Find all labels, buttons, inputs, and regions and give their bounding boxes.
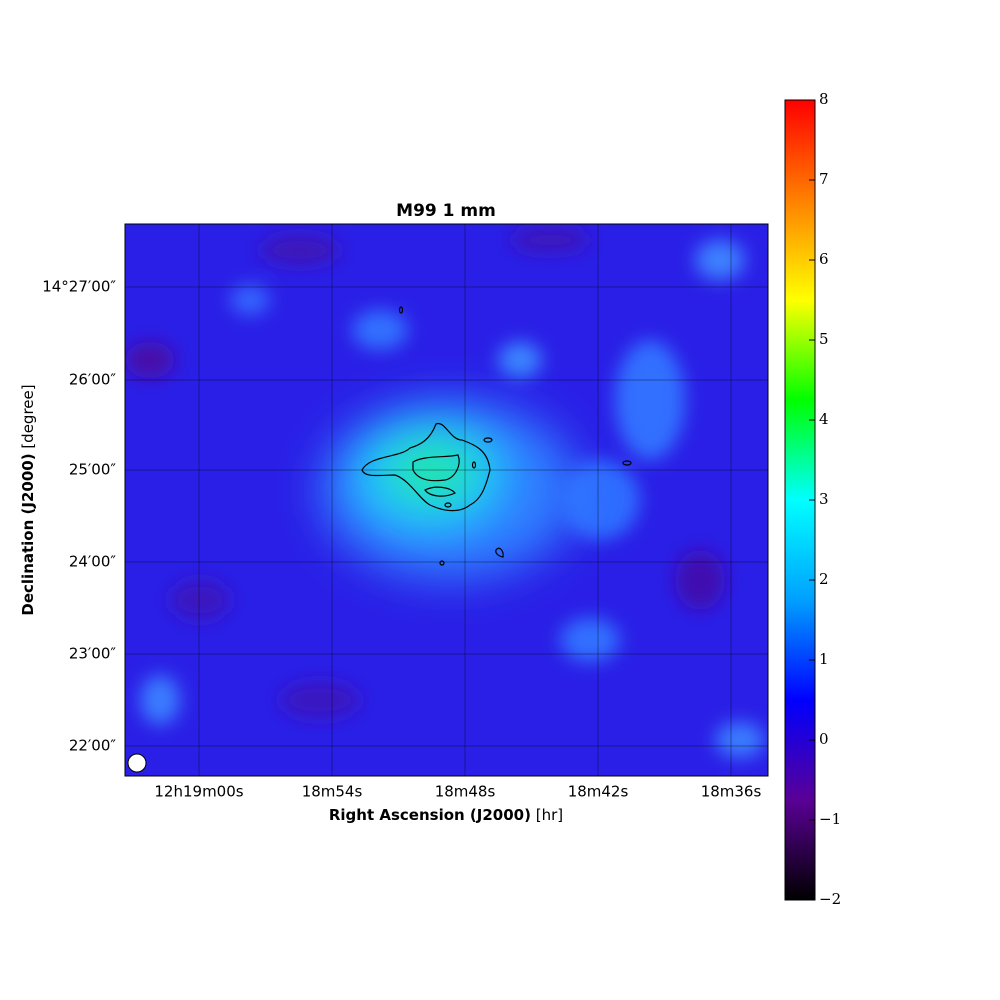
y-tick-label: 22′00″ [69,737,117,755]
x-axis-label-unit: [hr] [536,806,563,824]
y-axis-label: Declination (J2000) [degree] [19,384,37,615]
y-tick-label: 25′00″ [69,461,117,479]
plot-frame [124,223,769,777]
y-tick-label: 14°27′00″ [42,278,116,296]
x-tick-label: 18m36s [701,783,762,801]
y-tick-label: 26′00″ [69,371,117,389]
x-axis-label-main: Right Ascension (J2000) [329,806,531,824]
grid [125,224,768,776]
colorbar-tick-label: 3 [819,490,829,508]
colorbar-tick-label: 2 [819,570,829,588]
x-tick-label: 18m48s [435,783,496,801]
colorbar-tick-label: −1 [819,810,841,828]
x-tick-label: 12h19m00s [154,783,243,801]
colorbar-tick-label: 6 [819,250,829,268]
x-tick-label: 18m54s [302,783,363,801]
y-tick-label: 23′00″ [69,645,117,663]
x-tick-label: 18m42s [568,783,629,801]
map-image [125,224,768,776]
chart-title: M99 1 mm [396,201,496,221]
colorbar-tick-label: 7 [819,170,829,188]
colorbar-tick-label: 8 [819,90,829,108]
x-axis-label: Right Ascension (J2000) [hr] [329,806,563,824]
colorbar-tick-label: 1 [819,650,829,668]
y-axis-label-unit: [degree] [19,384,37,448]
y-tick-label: 24′00″ [69,553,117,571]
y-axis-label-main: Declination (J2000) [19,453,37,615]
colorbar-tick-label: −2 [819,890,841,908]
colorbar-tick-label: 0 [819,730,829,748]
colorbar-tick-label: 4 [819,410,829,428]
colorbar-tick-label: 5 [819,330,829,348]
